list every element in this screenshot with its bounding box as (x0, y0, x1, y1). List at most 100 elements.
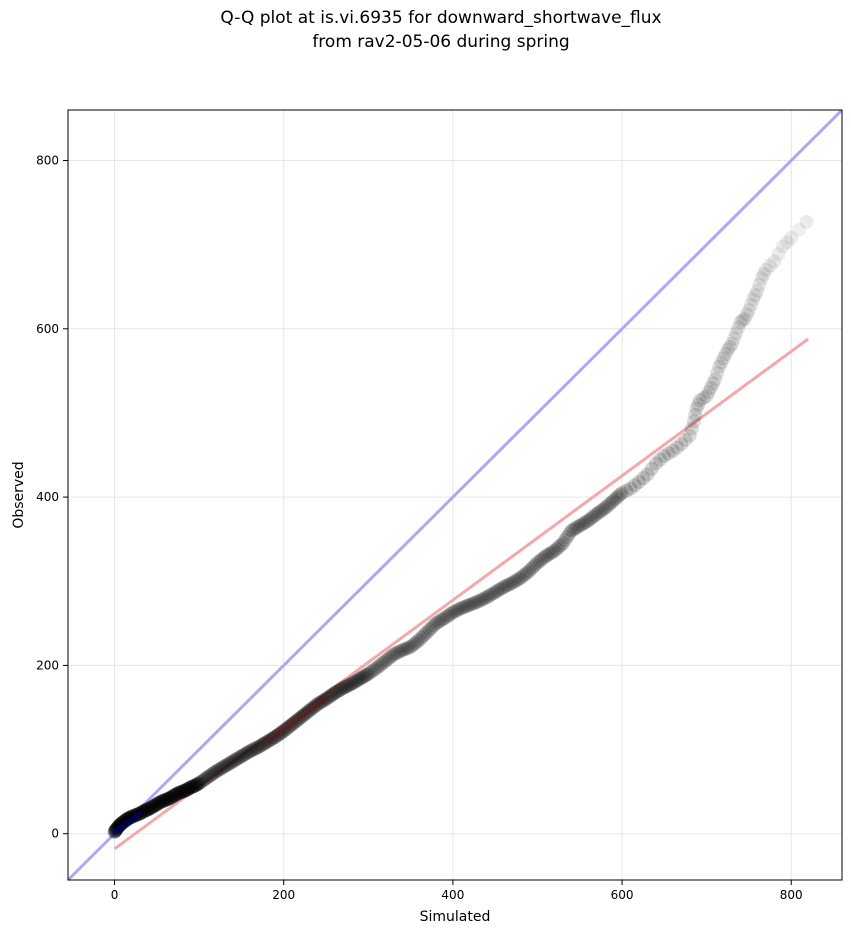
title-line-1: Q-Q plot at is.vi.6935 for downward_shor… (220, 8, 662, 28)
qq-point (256, 736, 271, 751)
qq-point (568, 521, 583, 536)
qq-point (657, 448, 672, 463)
qq-point (316, 693, 331, 708)
qq-point (293, 710, 308, 725)
qq-point (644, 461, 659, 476)
qq-point (555, 536, 570, 551)
qq-point (261, 734, 276, 749)
qq-point (244, 743, 259, 758)
qq-point (593, 503, 608, 518)
qq-point (553, 538, 568, 553)
qq-point (290, 712, 305, 727)
qq-point (220, 757, 235, 772)
qq-point (407, 636, 422, 651)
qq-point (182, 780, 197, 795)
qq-point (500, 578, 515, 593)
qq-point (490, 583, 505, 598)
qq-point (692, 393, 707, 408)
qq-point (241, 745, 256, 760)
qq-point (151, 796, 166, 810)
qq-point (292, 711, 307, 726)
qq-point (545, 545, 560, 560)
qq-point (147, 798, 162, 813)
qq-point (350, 673, 365, 688)
qq-point (177, 783, 192, 798)
qq-point (187, 779, 202, 794)
qq-point (225, 754, 240, 769)
qq-point (307, 699, 322, 714)
qq-point (452, 602, 467, 617)
title-line-2: from rav2-05-06 during spring (312, 32, 570, 52)
qq-point (399, 641, 414, 656)
qq-point (780, 235, 795, 250)
qq-point (162, 791, 177, 806)
qq-point (271, 727, 286, 742)
qq-point (439, 609, 454, 624)
qq-point (661, 446, 676, 461)
qq-point (534, 552, 549, 567)
qq-point (140, 802, 155, 817)
qq-point (572, 518, 587, 533)
qq-point (720, 342, 735, 357)
qq-point (708, 372, 723, 387)
qq-point (448, 604, 462, 619)
qq-point (524, 562, 539, 577)
qq-point (488, 585, 503, 600)
qq-point (182, 781, 197, 796)
qq-point (538, 549, 553, 564)
qq-point (188, 778, 203, 793)
y-tick-label: 400 (36, 490, 59, 504)
qq-point (464, 596, 479, 611)
qq-point (354, 671, 369, 686)
qq-point (283, 718, 298, 733)
qq-point (691, 397, 706, 412)
y-axis-label: Observed (11, 461, 27, 528)
qq-point (431, 615, 446, 630)
qq-point (211, 762, 226, 777)
qq-point (169, 787, 184, 802)
qq-point (345, 676, 360, 691)
qq-point (744, 297, 759, 312)
qq-point (636, 471, 651, 486)
x-tick-label: 800 (780, 888, 803, 902)
qq-point (684, 421, 699, 436)
qq-point (458, 599, 473, 614)
qq-point (304, 701, 319, 716)
qq-point (395, 643, 410, 658)
qq-point (454, 601, 469, 616)
qq-point (178, 783, 193, 798)
qq-point (771, 246, 786, 261)
qq-point (471, 594, 486, 609)
qq-point (335, 681, 350, 696)
qq-point (240, 745, 255, 760)
qq-point (200, 770, 215, 785)
qq-point (156, 793, 171, 808)
qq-point (146, 799, 161, 814)
qq-point (530, 555, 545, 570)
qq-point (577, 516, 591, 531)
qq-point (252, 739, 267, 754)
qq-point (192, 776, 207, 791)
qq-point (161, 791, 176, 806)
y-tick-label: 800 (36, 153, 59, 167)
qq-point (297, 707, 312, 722)
qq-point (231, 750, 246, 765)
qq-point (477, 591, 492, 606)
chart-title: Q-Q plot at is.vi.6935 for downward_shor… (0, 6, 851, 54)
qq-point (384, 649, 399, 664)
qq-point (716, 351, 731, 366)
qq-point (748, 288, 763, 303)
qq-point (338, 679, 353, 694)
qq-point (276, 724, 291, 739)
qq-point (191, 776, 206, 791)
qq-point (165, 789, 180, 804)
qq-point (496, 580, 511, 595)
qq-point (235, 748, 250, 763)
qq-point (725, 336, 740, 351)
qq-point (799, 214, 814, 229)
qq-point (347, 675, 362, 690)
qq-point (201, 769, 216, 784)
qq-point (197, 772, 212, 787)
qq-point (160, 792, 175, 807)
qq-point (178, 783, 193, 798)
